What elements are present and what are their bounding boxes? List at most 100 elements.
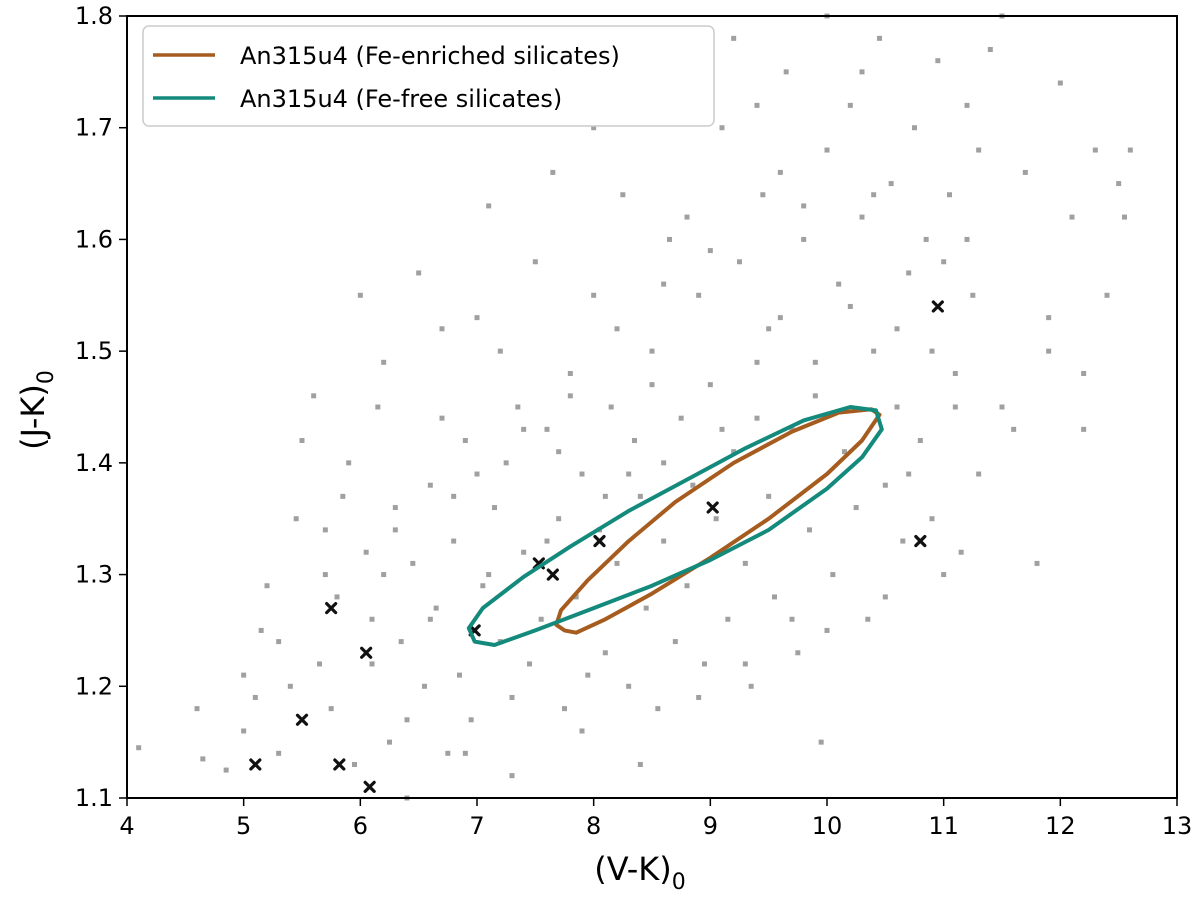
scatter-point bbox=[877, 35, 882, 41]
scatter-point bbox=[392, 505, 398, 511]
legend-label-fe-enriched: An315u4 (Fe-enriched silicates) bbox=[240, 42, 620, 70]
scatter-point bbox=[492, 505, 497, 511]
scatter-point bbox=[777, 315, 783, 321]
scatter-point bbox=[702, 661, 707, 667]
scatter-point bbox=[865, 616, 871, 622]
y-tick-label: 1.5 bbox=[75, 337, 113, 365]
scatter-point bbox=[328, 706, 334, 712]
scatter-point bbox=[649, 382, 655, 388]
scatter-point bbox=[818, 739, 824, 745]
scatter-point bbox=[976, 471, 982, 477]
scatter-point bbox=[410, 560, 416, 566]
scatter-point bbox=[381, 572, 387, 578]
scatter-point bbox=[731, 35, 737, 41]
scatter-point bbox=[515, 404, 521, 410]
scatter-point bbox=[696, 694, 702, 700]
scatter-point bbox=[824, 147, 830, 153]
scatter-point bbox=[381, 359, 387, 365]
scatter-point bbox=[929, 348, 935, 354]
scatter-point bbox=[626, 683, 632, 689]
x-marker-point bbox=[325, 601, 338, 615]
scatter-point bbox=[293, 516, 299, 522]
scatter-point bbox=[783, 69, 789, 75]
scatter-layer bbox=[136, 13, 1133, 801]
scatter-point bbox=[661, 538, 667, 544]
scatter-point bbox=[369, 616, 375, 622]
y-tick-label: 1.2 bbox=[75, 672, 113, 700]
scatter-point bbox=[859, 69, 865, 75]
scatter-point bbox=[550, 169, 556, 175]
scatter-point bbox=[352, 761, 357, 767]
scatter-point bbox=[497, 348, 503, 354]
scatter-point bbox=[754, 415, 760, 421]
y-tick-label: 1.7 bbox=[75, 114, 113, 142]
scatter-point bbox=[725, 616, 731, 622]
scatter-point bbox=[713, 516, 719, 522]
x-tick-label: 6 bbox=[353, 812, 368, 840]
scatter-point bbox=[655, 706, 661, 712]
scatter-point bbox=[1092, 147, 1098, 153]
scatter-point bbox=[258, 627, 264, 633]
scatter-point bbox=[241, 672, 247, 678]
x-axis-label-main: (V-K) bbox=[594, 850, 672, 888]
scatter-point bbox=[398, 639, 404, 645]
scatter-point bbox=[754, 359, 760, 365]
scatter-point bbox=[923, 236, 929, 242]
scatter-point bbox=[474, 315, 480, 321]
scatter-point bbox=[929, 516, 935, 522]
x-tick-label: 11 bbox=[928, 812, 959, 840]
scatter-point bbox=[445, 750, 451, 756]
scatter-point bbox=[241, 728, 247, 734]
scatter-point bbox=[620, 192, 626, 198]
scatter-point bbox=[480, 583, 486, 589]
scatter-point bbox=[276, 750, 282, 756]
scatter-point bbox=[1122, 214, 1127, 220]
scatter-point bbox=[521, 549, 527, 555]
scatter-point bbox=[369, 661, 375, 667]
scatter-point bbox=[941, 572, 947, 578]
scatter-point bbox=[801, 236, 807, 242]
scatter-point bbox=[894, 326, 900, 332]
y-axis-label-main: (J-K) bbox=[14, 384, 52, 450]
scatter-point bbox=[912, 125, 917, 131]
scatter-point bbox=[830, 572, 836, 578]
scatter-point bbox=[917, 438, 923, 444]
x-marker-point bbox=[914, 534, 927, 548]
scatter-point bbox=[1057, 80, 1063, 86]
x-tick-label: 10 bbox=[812, 812, 843, 840]
x-marker-point bbox=[360, 646, 373, 659]
scatter-point bbox=[748, 683, 754, 689]
scatter-point bbox=[474, 471, 480, 477]
scatter-point bbox=[509, 773, 515, 779]
scatter-point bbox=[357, 292, 363, 298]
scatter-point bbox=[859, 214, 865, 220]
scatter-point bbox=[637, 493, 643, 499]
scatter-point bbox=[690, 482, 696, 488]
scatter-point bbox=[457, 672, 462, 678]
scatter-point bbox=[614, 326, 620, 332]
x-marker-point bbox=[931, 300, 944, 313]
scatter-point bbox=[1046, 315, 1052, 321]
scatter-point bbox=[363, 549, 369, 555]
scatter-point bbox=[521, 426, 527, 432]
scatter-point bbox=[649, 348, 655, 354]
scatter-point bbox=[562, 706, 567, 712]
fe-free-ellipse bbox=[466, 405, 884, 647]
scatter-point bbox=[1081, 370, 1087, 376]
scatter-point bbox=[847, 102, 853, 108]
scatter-point bbox=[340, 493, 346, 499]
scatter-point bbox=[964, 236, 970, 242]
scatter-point bbox=[888, 181, 894, 187]
scatter-point bbox=[200, 756, 206, 762]
x-axis-label: (V-K)0 bbox=[594, 850, 686, 895]
scatter-point bbox=[311, 393, 317, 399]
scatter-point bbox=[742, 661, 748, 667]
scatter-point bbox=[614, 560, 620, 566]
scatter-point bbox=[544, 538, 550, 544]
scatter-point bbox=[422, 683, 427, 689]
scatter-point bbox=[812, 393, 818, 399]
scatter-point bbox=[906, 270, 912, 276]
scatter-point bbox=[427, 482, 433, 488]
scatter-point bbox=[952, 370, 958, 376]
scatter-point bbox=[602, 493, 608, 499]
